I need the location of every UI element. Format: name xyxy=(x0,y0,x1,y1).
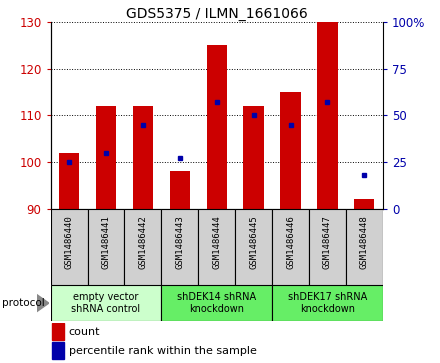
Text: GSM1486441: GSM1486441 xyxy=(102,215,110,269)
Title: GDS5375 / ILMN_1661066: GDS5375 / ILMN_1661066 xyxy=(126,7,308,21)
Text: GSM1486447: GSM1486447 xyxy=(323,215,332,269)
Bar xyxy=(272,285,383,321)
Bar xyxy=(309,209,346,285)
Text: GSM1486448: GSM1486448 xyxy=(360,215,369,269)
Bar xyxy=(272,209,309,285)
Bar xyxy=(243,106,264,209)
Bar xyxy=(206,45,227,209)
Text: GSM1486442: GSM1486442 xyxy=(138,215,147,269)
Text: GSM1486443: GSM1486443 xyxy=(175,215,184,269)
Text: GSM1486440: GSM1486440 xyxy=(65,215,73,269)
Text: shDEK14 shRNA
knockdown: shDEK14 shRNA knockdown xyxy=(177,292,256,314)
Text: protocol: protocol xyxy=(2,298,45,308)
Bar xyxy=(170,171,190,209)
Text: empty vector
shRNA control: empty vector shRNA control xyxy=(71,292,140,314)
Bar xyxy=(133,106,153,209)
Text: count: count xyxy=(69,327,100,337)
Bar xyxy=(96,106,116,209)
Bar xyxy=(125,209,161,285)
Bar xyxy=(354,199,374,209)
Text: shDEK17 shRNA
knockdown: shDEK17 shRNA knockdown xyxy=(288,292,367,314)
Polygon shape xyxy=(37,294,49,312)
Bar xyxy=(161,285,272,321)
Bar xyxy=(198,209,235,285)
Bar xyxy=(317,22,337,209)
Bar xyxy=(88,209,125,285)
Text: GSM1486446: GSM1486446 xyxy=(286,215,295,269)
Bar xyxy=(52,323,64,340)
Bar xyxy=(280,92,301,209)
Bar xyxy=(235,209,272,285)
Bar xyxy=(51,209,88,285)
Text: percentile rank within the sample: percentile rank within the sample xyxy=(69,346,257,356)
Bar xyxy=(59,152,79,209)
Bar xyxy=(346,209,383,285)
Text: GSM1486444: GSM1486444 xyxy=(212,215,221,269)
Text: GSM1486445: GSM1486445 xyxy=(249,215,258,269)
Bar xyxy=(52,342,64,359)
Bar xyxy=(51,285,161,321)
Bar xyxy=(161,209,198,285)
